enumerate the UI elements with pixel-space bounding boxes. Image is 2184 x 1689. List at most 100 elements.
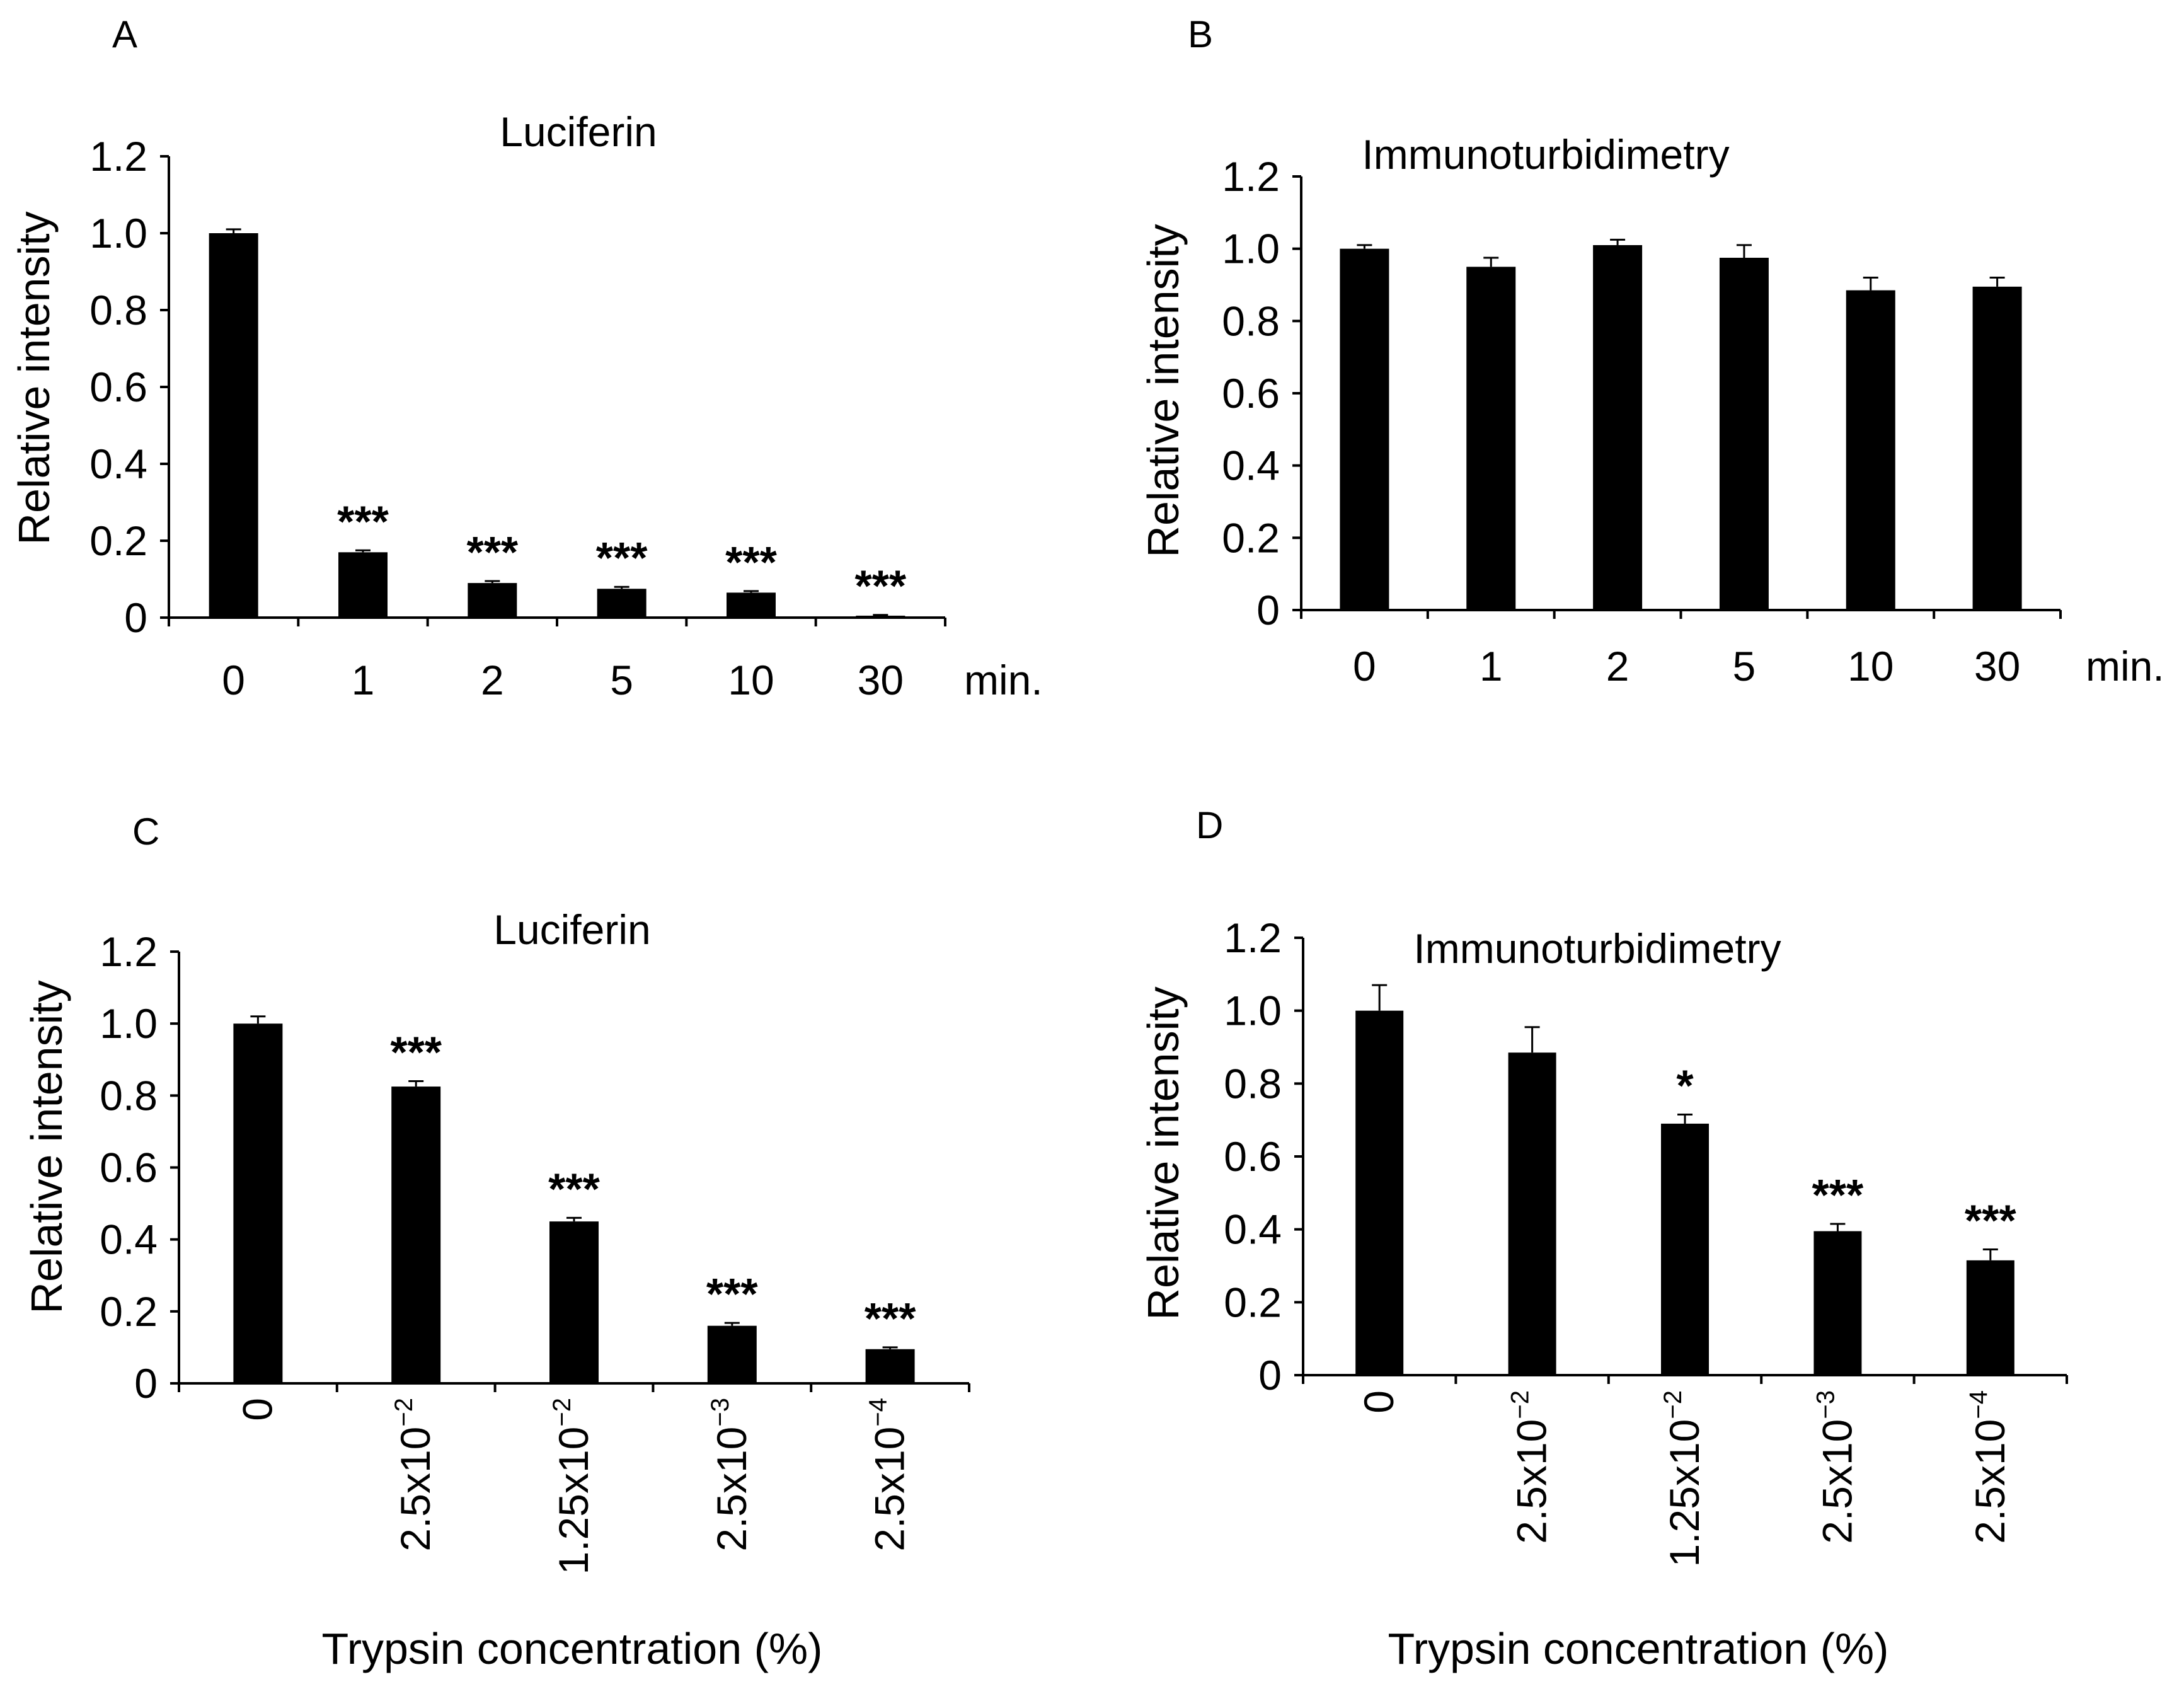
y-tick-label-d: 0.4 (1224, 1206, 1282, 1253)
significance-c-1: *** (390, 1028, 442, 1077)
x-tick-label-b: 2 (1606, 643, 1629, 689)
y-tick-label-d: 1.2 (1224, 914, 1282, 961)
x-tick-label-c: 1.25x10−2 (548, 1398, 597, 1574)
chart-title-d: Immunoturbidimetry (1413, 925, 1781, 972)
x-axis-label-d: Trypsin concentration (%) (1388, 1624, 1889, 1673)
unit-label-a: min. (964, 657, 1043, 703)
bars-b (1340, 238, 2022, 611)
axes-c: 0 0.2 0.4 0.6 0.8 1.0 1.2 0 2.5x10−2 1.25x10−2 2.5… (100, 928, 970, 1574)
y-tick-label-b: 0.6 (1222, 370, 1280, 417)
x-tick-label-a: 1 (352, 657, 375, 703)
panel-d: D Immunoturbidimetry Relative intensity … (1139, 804, 2068, 1673)
chart-title-a: Luciferin (500, 108, 657, 155)
bar-b-1 (1466, 267, 1516, 610)
y-tick-label-c: 1.0 (100, 1000, 158, 1047)
bars-a: *** *** *** *** *** (209, 228, 907, 618)
axes-b: 0 0.2 0.4 0.6 0.8 1.0 1.2 0 1 2 5 10 30 (1222, 153, 2062, 689)
x-axis-label-c: Trypsin concentration (%) (322, 1624, 823, 1673)
bar-c-2 (549, 1221, 599, 1383)
chart-title-b: Immunoturbidimetry (1362, 131, 1729, 178)
x-tick-label-a: 10 (728, 657, 774, 703)
panel-a: A Luciferin Relative intensity min. 0 0.2… (9, 13, 1043, 703)
bar-d-0 (1355, 1010, 1404, 1375)
bar-a-3 (597, 589, 647, 618)
y-tick-label-c: 0 (134, 1360, 158, 1407)
x-tick-label-b: 10 (1848, 643, 1894, 689)
y-tick-label-d: 0 (1258, 1352, 1282, 1398)
x-tick-label-d: 2.5x10−2 (1507, 1390, 1555, 1544)
significance-a-5: *** (854, 562, 906, 611)
y-tick-label-a: 0.2 (89, 517, 147, 564)
significance-d-3: *** (1812, 1170, 1864, 1219)
x-tick-label-b: 0 (1353, 643, 1376, 689)
bar-b-5 (1972, 286, 2022, 610)
bar-d-4 (1966, 1260, 2014, 1375)
y-tick-label-c: 0.6 (100, 1144, 158, 1191)
significance-a-4: *** (725, 538, 777, 587)
y-axis-label-b: Relative intensity (1139, 224, 1188, 557)
x-tick-label-b: 30 (1974, 643, 2020, 689)
y-tick-label-a: 0.8 (89, 287, 147, 333)
y-tick-label-b: 1.2 (1222, 153, 1280, 200)
bar-a-5 (856, 615, 905, 618)
axes-d: 0 0.2 0.4 0.6 0.8 1.0 1.2 0 2.5x10−2 1.25x10−2 2.5… (1224, 914, 2068, 1567)
y-tick-label-c: 0.4 (100, 1216, 158, 1263)
y-tick-label-a: 0 (124, 594, 147, 641)
bar-a-0 (209, 233, 258, 618)
significance-c-3: *** (706, 1269, 758, 1318)
y-tick-label-c: 1.2 (100, 928, 158, 975)
x-tick-label-c: 2.5x10−3 (706, 1398, 755, 1552)
significance-c-2: *** (548, 1164, 600, 1213)
panel-letter-c: C (132, 810, 159, 853)
panel-letter-d: D (1196, 804, 1223, 846)
bar-d-2 (1661, 1123, 1709, 1375)
panel-letter-a: A (112, 13, 137, 55)
bars-d: ******* (1355, 984, 2016, 1375)
x-tick-label-b: 5 (1733, 643, 1756, 689)
x-tick-label-a: 2 (481, 657, 504, 703)
y-tick-label-d: 1.0 (1224, 988, 1282, 1034)
x-tick-label-c: 2.5x10−4 (865, 1398, 913, 1552)
bar-c-4 (865, 1349, 915, 1383)
y-tick-label-a: 0.6 (89, 364, 147, 410)
bars-c: *** *** *** *** (233, 1015, 916, 1383)
y-tick-label-b: 0.2 (1222, 514, 1280, 561)
x-tick-label-d: 1.25x10−2 (1659, 1390, 1708, 1567)
y-tick-label-d: 0.6 (1224, 1133, 1282, 1180)
significance-d-2: * (1676, 1061, 1694, 1110)
x-tick-label-c: 2.5x10−2 (390, 1398, 439, 1552)
y-tick-label-a: 1.2 (89, 133, 147, 180)
significance-a-1: *** (337, 497, 389, 546)
x-tick-label-a: 0 (222, 657, 245, 703)
bar-b-3 (1719, 258, 1769, 610)
y-tick-label-a: 1.0 (89, 210, 147, 257)
significance-c-4: *** (865, 1294, 916, 1343)
x-tick-label-c: 0 (234, 1398, 280, 1421)
bar-c-3 (707, 1325, 757, 1383)
panel-letter-b: B (1188, 13, 1213, 55)
bar-a-2 (468, 583, 517, 618)
y-axis-label-a: Relative intensity (9, 211, 59, 545)
panel-c: C Luciferin Relative intensity Trypsin c… (22, 810, 970, 1673)
y-tick-label-d: 0.2 (1224, 1279, 1282, 1325)
bar-a-1 (338, 552, 388, 618)
bar-a-4 (727, 592, 776, 618)
bar-c-1 (391, 1087, 441, 1383)
y-tick-label-a: 0.4 (89, 441, 147, 487)
y-tick-label-b: 0.4 (1222, 442, 1280, 489)
x-tick-label-d: 0 (1355, 1390, 1402, 1414)
y-tick-label-b: 0 (1256, 587, 1280, 633)
x-tick-label-a: 30 (858, 657, 904, 703)
y-tick-label-d: 0.8 (1224, 1060, 1282, 1107)
y-axis-label-c: Relative intensity (22, 980, 71, 1313)
y-tick-label-b: 0.8 (1222, 297, 1280, 344)
y-tick-label-c: 0.2 (100, 1288, 158, 1335)
significance-d-4: *** (1965, 1196, 2016, 1245)
chart-title-c: Luciferin (493, 906, 650, 953)
significance-a-2: *** (466, 527, 518, 577)
unit-label-b: min. (2086, 643, 2164, 689)
x-tick-label-d: 2.5x10−4 (1965, 1390, 2013, 1544)
bar-b-4 (1846, 290, 1895, 610)
